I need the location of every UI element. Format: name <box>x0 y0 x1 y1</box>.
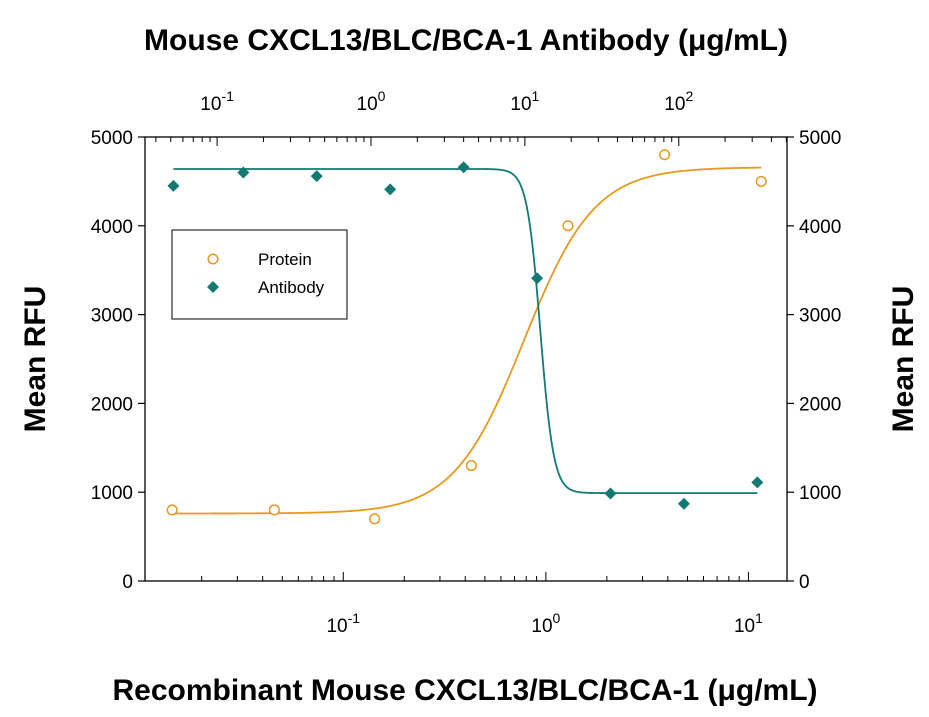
fit-curves <box>172 166 762 515</box>
top-tick-label: 10-1 <box>200 88 234 115</box>
plot-frame <box>144 136 788 582</box>
bottom-axis-ticks: 10-1 100 101 <box>201 572 763 637</box>
right-y-tick-label: 4000 <box>799 217 841 238</box>
right-axis-label: Mean RFU <box>887 286 920 433</box>
legend: Protein Antibody <box>171 229 348 320</box>
protein-point <box>659 149 671 161</box>
protein-point <box>268 504 280 516</box>
antibody-point <box>604 487 617 500</box>
left-y-tick-label: 4000 <box>91 217 133 238</box>
legend-antibody-label: Antibody <box>258 278 325 297</box>
bottom-tick-label: 101 <box>734 610 763 637</box>
antibody-point <box>237 166 250 179</box>
protein-point <box>562 220 574 232</box>
top-axis-ticks: 10-1 100 101 102 <box>155 88 787 146</box>
antibody-point <box>167 179 180 192</box>
right-y-tick-label: 2000 <box>799 394 841 415</box>
top-tick-label: 100 <box>357 88 386 115</box>
bottom-tick-label: 10-1 <box>326 610 360 637</box>
antibody-point <box>384 183 397 196</box>
protein-fit-curve <box>172 166 762 515</box>
protein-point <box>465 460 477 472</box>
legend-antibody-marker <box>207 281 219 293</box>
right-y-tick-label: 1000 <box>799 483 841 504</box>
left-y-tick-label: 3000 <box>91 306 133 327</box>
protein-point <box>755 175 767 187</box>
antibody-point <box>310 170 323 183</box>
left-y-tick-label: 0 <box>122 572 133 593</box>
protein-point <box>369 513 381 525</box>
right-y-tick-label: 0 <box>799 572 810 593</box>
legend-box <box>171 229 348 320</box>
antibody-point <box>457 161 470 174</box>
legend-protein-label: Protein <box>258 250 312 269</box>
right-y-tick-label: 5000 <box>799 128 841 149</box>
antibody-fit-curve <box>173 168 758 494</box>
antibody-point <box>751 476 764 489</box>
right-axis-ticks: 0 1000 2000 3000 4000 5000 <box>787 128 841 593</box>
legend-protein-marker <box>207 253 219 265</box>
left-y-tick-label: 1000 <box>91 483 133 504</box>
left-axis-ticks: 0 1000 2000 3000 4000 5000 <box>91 128 145 593</box>
left-axis-label: Mean RFU <box>19 286 52 433</box>
antibody-point <box>677 497 690 510</box>
data-points <box>166 149 767 525</box>
antibody-point <box>531 272 544 285</box>
bottom-tick-label: 100 <box>531 610 560 637</box>
top-tick-label: 101 <box>510 88 539 115</box>
top-axis-title: Mouse CXCL13/BLC/BCA-1 Antibody (μg/mL) <box>144 24 788 57</box>
protein-point <box>166 504 178 516</box>
left-y-tick-label: 2000 <box>91 394 133 415</box>
right-y-tick-label: 3000 <box>799 306 841 327</box>
top-tick-label: 102 <box>664 88 693 115</box>
left-y-tick-label: 5000 <box>91 128 133 149</box>
bottom-axis-title: Recombinant Mouse CXCL13/BLC/BCA-1 (μg/m… <box>112 674 817 707</box>
